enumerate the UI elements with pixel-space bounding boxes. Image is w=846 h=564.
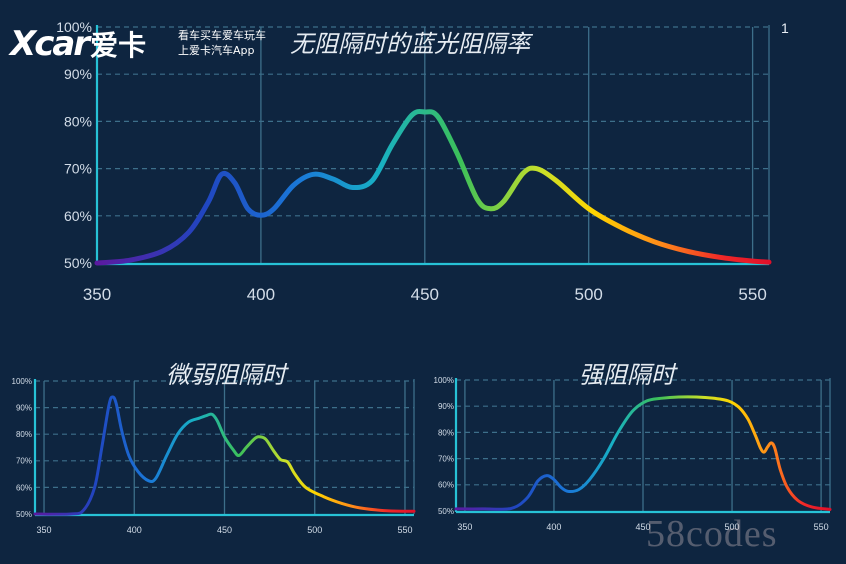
chart-2: 50% 60% 70% 80% 90% 100% 350 400 450 500 550 微弱阻隔时 xyxy=(12,361,416,535)
y-tick-label: 80% xyxy=(16,430,32,439)
y-tick-label: 60% xyxy=(438,481,454,490)
y-tick-label: 70% xyxy=(64,161,92,177)
x-tick-label: 550 xyxy=(814,522,829,532)
y-tick-label: 50% xyxy=(16,510,32,519)
y-tick-label: 80% xyxy=(438,428,454,437)
slogan-line-2: 上爱卡汽车App xyxy=(178,44,255,57)
x-tick-label: 450 xyxy=(411,285,439,304)
x-tick-label: 400 xyxy=(546,522,561,532)
chart-1: 50% 60% 70% 80% 90% 100% 350 400 450 500 550 无阻隔时的蓝… xyxy=(56,19,772,304)
x-tick-label: 400 xyxy=(127,525,142,535)
corner-label: 1 xyxy=(781,20,789,36)
y-tick-label: 90% xyxy=(16,403,32,412)
logo-mark: Xcar xyxy=(10,24,90,64)
x-tick-label: 400 xyxy=(247,285,275,304)
y-tick-label: 90% xyxy=(438,402,454,411)
y-tick-label: 60% xyxy=(16,483,32,492)
watermark: 58codes xyxy=(646,513,778,555)
chart-3: 50% 60% 70% 80% 90% 100% 350 400 450 500 550 强阻隔时 xyxy=(434,361,832,532)
y-tick-label: 90% xyxy=(64,66,92,82)
chart-title: 微弱阻隔时 xyxy=(166,361,289,389)
y-tick-label: 100% xyxy=(434,376,454,385)
chart-title: 无阻隔时的蓝光阻隔率 xyxy=(290,30,534,58)
x-tick-label: 500 xyxy=(575,285,603,304)
logo-chinese: 爱卡 xyxy=(90,29,147,62)
y-tick-label: 80% xyxy=(64,113,92,129)
x-tick-label: 500 xyxy=(725,522,740,532)
series-line xyxy=(454,395,832,511)
y-tick-label: 100% xyxy=(56,19,92,35)
y-tick-label: 50% xyxy=(64,255,92,271)
x-tick-label: 450 xyxy=(635,522,650,532)
series-line xyxy=(33,395,416,516)
x-tick-label: 550 xyxy=(738,285,766,304)
series-line xyxy=(94,108,772,266)
x-tick-label: 350 xyxy=(457,522,472,532)
x-tick-label: 550 xyxy=(397,525,412,535)
slogan-line-1: 看车买车爱车玩车 xyxy=(178,29,266,42)
y-tick-label: 100% xyxy=(12,377,32,386)
xcar-logo: Xcar 爱卡 xyxy=(10,24,146,64)
y-tick-label: 70% xyxy=(438,454,454,463)
x-tick-label: 500 xyxy=(307,525,322,535)
x-tick-label: 350 xyxy=(83,285,111,304)
y-tick-label: 70% xyxy=(16,457,32,466)
logo-slogan: 看车买车爱车玩车 上爱卡汽车App xyxy=(178,28,266,58)
y-tick-label: 50% xyxy=(438,507,454,516)
y-tick-label: 60% xyxy=(64,208,92,224)
x-tick-label: 450 xyxy=(217,525,232,535)
x-tick-label: 350 xyxy=(37,525,52,535)
chart-title: 强阻隔时 xyxy=(579,361,678,389)
